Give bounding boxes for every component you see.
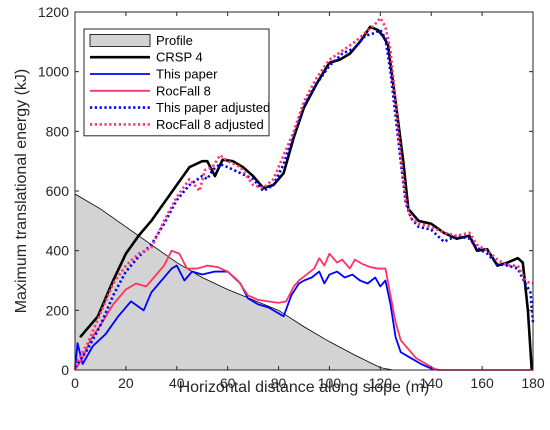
series-line-this-paper-adjusted: [73, 28, 535, 368]
x-tick-label: 40: [169, 375, 185, 391]
y-tick-label: 1200: [38, 4, 69, 20]
series-line-rocfall-8: [74, 249, 533, 371]
x-tick-label: 180: [521, 375, 545, 391]
legend-label: RocFall 8: [156, 83, 211, 98]
x-tick-label: 60: [220, 375, 236, 391]
profile-layer: [74, 193, 533, 371]
legend-label: RocFall 8 adjusted: [156, 117, 264, 132]
x-tick-label: 20: [118, 375, 134, 391]
x-tick-label: 140: [420, 375, 444, 391]
x-tick-label: 80: [271, 375, 287, 391]
legend-label: Profile: [156, 33, 193, 48]
series-layer: [73, 16, 535, 371]
y-ticks: 0 200 400 600 800 1000 1200: [38, 4, 533, 378]
y-tick-label: 200: [46, 302, 70, 318]
legend-label: This paper adjusted: [156, 100, 270, 115]
y-tick-label: 800: [46, 123, 70, 139]
y-tick-label: 0: [61, 362, 69, 378]
x-tick-label: 0: [71, 375, 79, 391]
x-tick-label: 160: [470, 375, 494, 391]
y-tick-label: 600: [46, 183, 70, 199]
x-tick-label: 120: [369, 375, 393, 391]
legend-label: CRSP 4: [156, 50, 203, 65]
y-tick-label: 400: [46, 243, 70, 259]
profile-area: [74, 193, 533, 371]
legend-swatch-profile: [89, 34, 151, 47]
x-axis-title: Horizontal distance along slope (m): [179, 379, 430, 396]
x-tick-label: 100: [318, 375, 342, 391]
series-line-this-paper: [74, 264, 440, 371]
y-axis-title: Maximum translational energy (kJ): [13, 69, 30, 314]
x-ticks: 0 20 40 60 80 100 120 140 160 180: [71, 12, 545, 391]
y-tick-label: 1000: [38, 64, 69, 80]
legend-label: This paper: [156, 67, 218, 82]
